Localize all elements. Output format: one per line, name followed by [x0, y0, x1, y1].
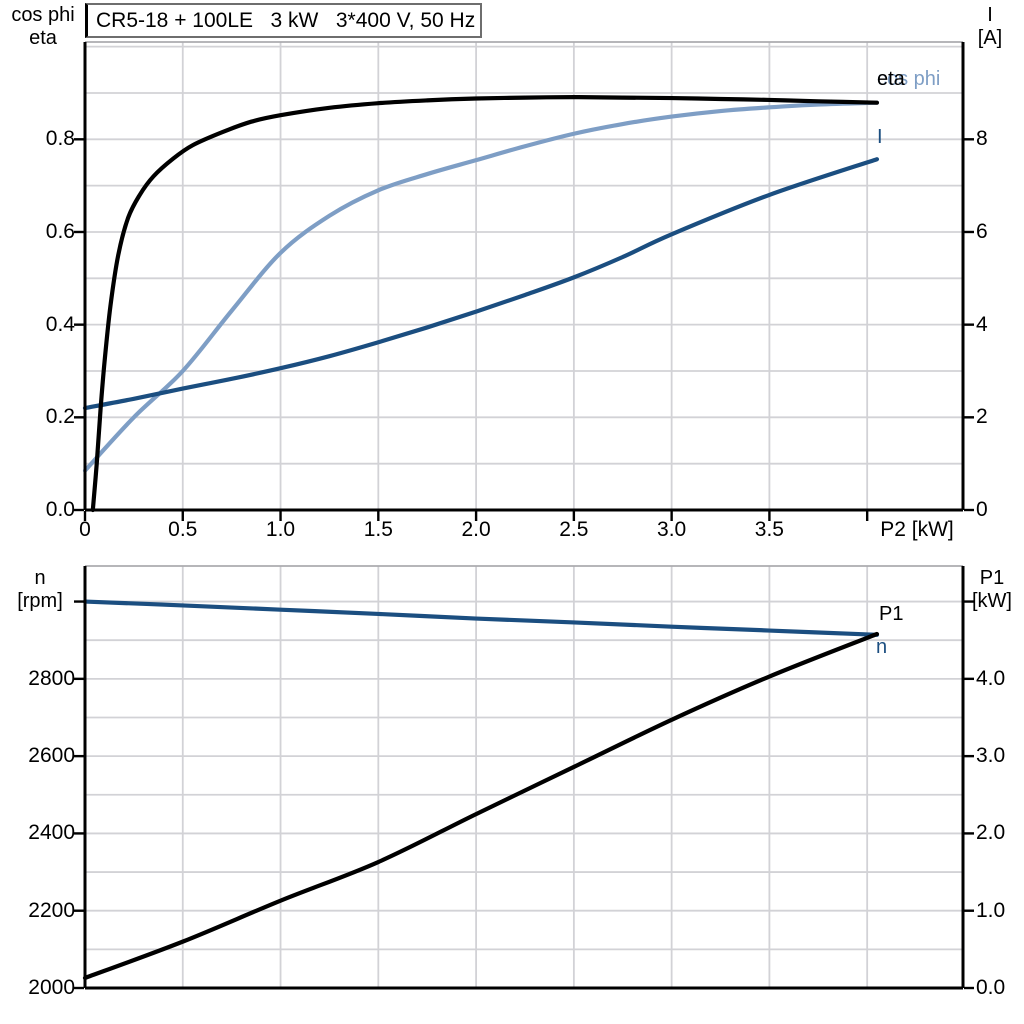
p1-curve-label: P1 — [879, 603, 904, 625]
y-tick-label-left: 0.4 — [45, 312, 75, 336]
y-tick-label-right: 2.0 — [976, 821, 1006, 845]
y-tick-label-left: 0.8 — [45, 127, 75, 151]
y-tick-label-right: 0 — [976, 498, 988, 521]
x-tick-label: 1.0 — [265, 518, 296, 541]
eta-curve — [90, 95, 880, 513]
top-left-axis-title: cos phi eta — [2, 4, 84, 50]
chart-title: CR5-18 + 100LE 3 kW 3*400 V, 50 Hz — [96, 8, 476, 32]
I-curve — [82, 157, 880, 411]
y-tick-label-right: 6 — [976, 219, 988, 243]
y-tick-label-left: 2000 — [28, 976, 75, 999]
top-right-axis-title: I [A] — [958, 4, 1022, 50]
y-tick-label-right: 0.0 — [976, 976, 1006, 999]
bottom-right-axis-title: P1 [kW] — [960, 567, 1024, 613]
y-tick-label-left: 0.6 — [45, 219, 75, 243]
y-tick-label-right: 1.0 — [976, 898, 1006, 922]
top-right-axis-title-line1: I — [987, 4, 993, 26]
top-left-axis-title-line2: eta — [29, 27, 57, 49]
y-tick-label-right: 3.0 — [976, 744, 1006, 768]
x-tick-label: 3.0 — [657, 518, 687, 541]
n-curve — [82, 599, 880, 637]
y-tick-label-left: 0.2 — [45, 405, 75, 429]
P1-curve — [82, 631, 880, 981]
current-curve-label: I — [877, 126, 883, 148]
y-tick-label-right: 4 — [976, 312, 988, 336]
eta-curve-label: eta — [877, 68, 905, 90]
x-axis-unit-label: P2 [kW] — [880, 518, 954, 541]
x-tick-label: 0 — [79, 518, 91, 541]
cos-phi-curve — [82, 100, 880, 473]
y-tick-label-left: 2200 — [28, 898, 75, 922]
y-tick-label-left: 2400 — [28, 821, 75, 845]
bottom-right-axis-title-line1: P1 — [979, 567, 1005, 589]
y-tick-label-left: 0.0 — [45, 498, 75, 521]
y-tick-label-right: 8 — [976, 127, 988, 151]
bottom-left-axis-title-line1: n — [34, 567, 46, 589]
cos-phi-eta-labels: cos phi eta — [877, 68, 940, 90]
top-right-axis-title-line2: [A] — [977, 27, 1003, 49]
bottom-chart-plot — [74, 565, 974, 990]
top-chart-plot — [74, 41, 974, 521]
x-tick-label: 2.0 — [461, 518, 491, 541]
bottom-left-axis-title: n [rpm] — [0, 567, 80, 613]
chart-title-box: CR5-18 + 100LE 3 kW 3*400 V, 50 Hz — [85, 3, 482, 38]
y-tick-label-right: 2 — [976, 405, 988, 429]
y-tick-label-left: 2600 — [28, 744, 75, 768]
cos-phi-curve-label: cos phi — [877, 68, 941, 90]
x-tick-label: 1.5 — [363, 518, 393, 541]
bottom-left-axis-title-line2: [rpm] — [17, 590, 63, 612]
y-tick-label-right: 4.0 — [976, 666, 1006, 690]
top-left-axis-title-line1: cos phi — [11, 4, 75, 26]
x-tick-label: 3.5 — [754, 518, 784, 541]
speed-curve-label: n — [876, 636, 888, 658]
x-tick-label: 2.5 — [559, 518, 589, 541]
y-tick-label-left: 2800 — [28, 666, 75, 690]
x-tick-label: 0.5 — [168, 518, 198, 541]
bottom-right-axis-title-line2: [kW] — [972, 590, 1012, 612]
